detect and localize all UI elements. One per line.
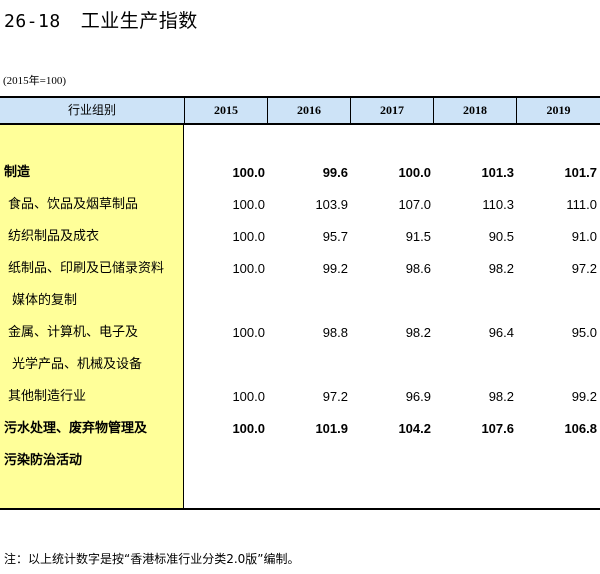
table-number: 26-18 <box>4 11 61 32</box>
index-value: 100.0 <box>398 165 431 180</box>
header-divider <box>516 98 517 123</box>
index-value: 103.9 <box>315 197 348 212</box>
index-value: 98.2 <box>488 261 514 276</box>
index-value: 100.0 <box>232 421 265 436</box>
row-label: 纸制品、印刷及已储录资料 <box>8 261 165 276</box>
index-value: 100.0 <box>232 229 265 244</box>
index-value: 111.0 <box>566 197 597 212</box>
index-value: 91.5 <box>405 229 431 244</box>
year-header: 2016 <box>297 103 321 117</box>
table-row: 污染防治活动 <box>0 451 600 471</box>
index-value: 96.4 <box>488 325 514 340</box>
index-value: 96.9 <box>405 389 431 404</box>
index-value: 99.6 <box>322 165 348 180</box>
index-value: 101.9 <box>315 421 348 436</box>
index-value: 91.0 <box>571 229 597 244</box>
footnote: 注：以上统计数字是按“香港标准行业分类2.0版”编制。 <box>4 552 300 566</box>
index-value: 100.0 <box>232 389 265 404</box>
year-header: 2017 <box>380 103 404 117</box>
table-row: 制造 100.0 99.6 100.0 101.3 101.7 <box>0 163 600 183</box>
index-value: 97.2 <box>322 389 348 404</box>
index-value: 95.0 <box>571 325 597 340</box>
index-value: 98.2 <box>488 389 514 404</box>
row-label: 其他制造行业 <box>8 389 87 404</box>
table-row: 纸制品、印刷及已储录资料 100.0 99.2 98.6 98.2 97.2 <box>0 259 600 279</box>
index-value: 100.0 <box>232 261 265 276</box>
index-value: 107.6 <box>481 421 514 436</box>
stub-column <box>0 125 184 508</box>
table-row: 媒体的复制 <box>0 291 600 311</box>
index-value: 100.0 <box>232 165 265 180</box>
index-value: 110.3 <box>482 197 514 212</box>
row-label: 污水处理、废弃物管理及 <box>4 421 148 436</box>
header-divider <box>184 98 185 123</box>
year-header: 2019 <box>546 103 571 117</box>
row-label: 光学产品、机械及设备 <box>12 357 143 372</box>
table-row: 金属、计算机、电子及 100.0 98.8 98.2 96.4 95.0 <box>0 323 600 343</box>
index-table: 行业组别 2015 2016 2017 2018 2019 制造 100.0 99.… <box>0 96 600 510</box>
row-label: 制造 <box>4 165 31 180</box>
index-value: 99.2 <box>571 389 597 404</box>
row-label: 媒体的复制 <box>12 293 78 308</box>
index-value: 100.0 <box>232 325 265 340</box>
index-value: 104.2 <box>398 421 431 436</box>
table-row: 光学产品、机械及设备 <box>0 355 600 375</box>
table-title: 工业生产指数 <box>80 10 198 32</box>
index-value: 95.7 <box>322 229 348 244</box>
row-label: 纺织制品及成衣 <box>8 229 100 244</box>
index-value: 101.7 <box>564 165 597 180</box>
stub-header: 行业组别 <box>67 103 116 117</box>
index-value: 98.8 <box>322 325 348 340</box>
row-label: 食品、饮品及烟草制品 <box>8 197 139 212</box>
index-value: 90.5 <box>488 229 514 244</box>
year-header: 2015 <box>214 103 238 117</box>
index-value: 106.8 <box>564 421 597 436</box>
table-row: 食品、饮品及烟草制品 100.0 103.9 107.0 110.3 111.0 <box>0 195 600 215</box>
table-row: 纺织制品及成衣 100.0 95.7 91.5 90.5 91.0 <box>0 227 600 247</box>
row-label: 金属、计算机、电子及 <box>8 325 139 340</box>
index-value: 98.2 <box>405 325 431 340</box>
table-bottom-rule <box>0 508 600 510</box>
header-divider <box>267 98 268 123</box>
index-value: 107.0 <box>398 197 431 212</box>
header-divider <box>433 98 434 123</box>
index-value: 99.2 <box>322 261 348 276</box>
year-header: 2018 <box>463 103 487 117</box>
index-value: 100.0 <box>232 197 265 212</box>
table-row: 其他制造行业 100.0 97.2 96.9 98.2 99.2 <box>0 387 600 407</box>
index-value: 98.6 <box>405 261 431 276</box>
base-year-note: (2015年=100) <box>3 75 67 87</box>
table-header: 行业组别 2015 2016 2017 2018 2019 <box>0 96 600 125</box>
row-label: 污染防治活动 <box>4 453 83 468</box>
index-value: 101.3 <box>481 165 514 180</box>
page-title: 26-18 工业生产指数 <box>4 6 198 33</box>
index-value: 97.2 <box>571 261 597 276</box>
header-divider <box>350 98 351 123</box>
table-row: 污水处理、废弃物管理及 100.0 101.9 104.2 107.6 106.8 <box>0 419 600 439</box>
